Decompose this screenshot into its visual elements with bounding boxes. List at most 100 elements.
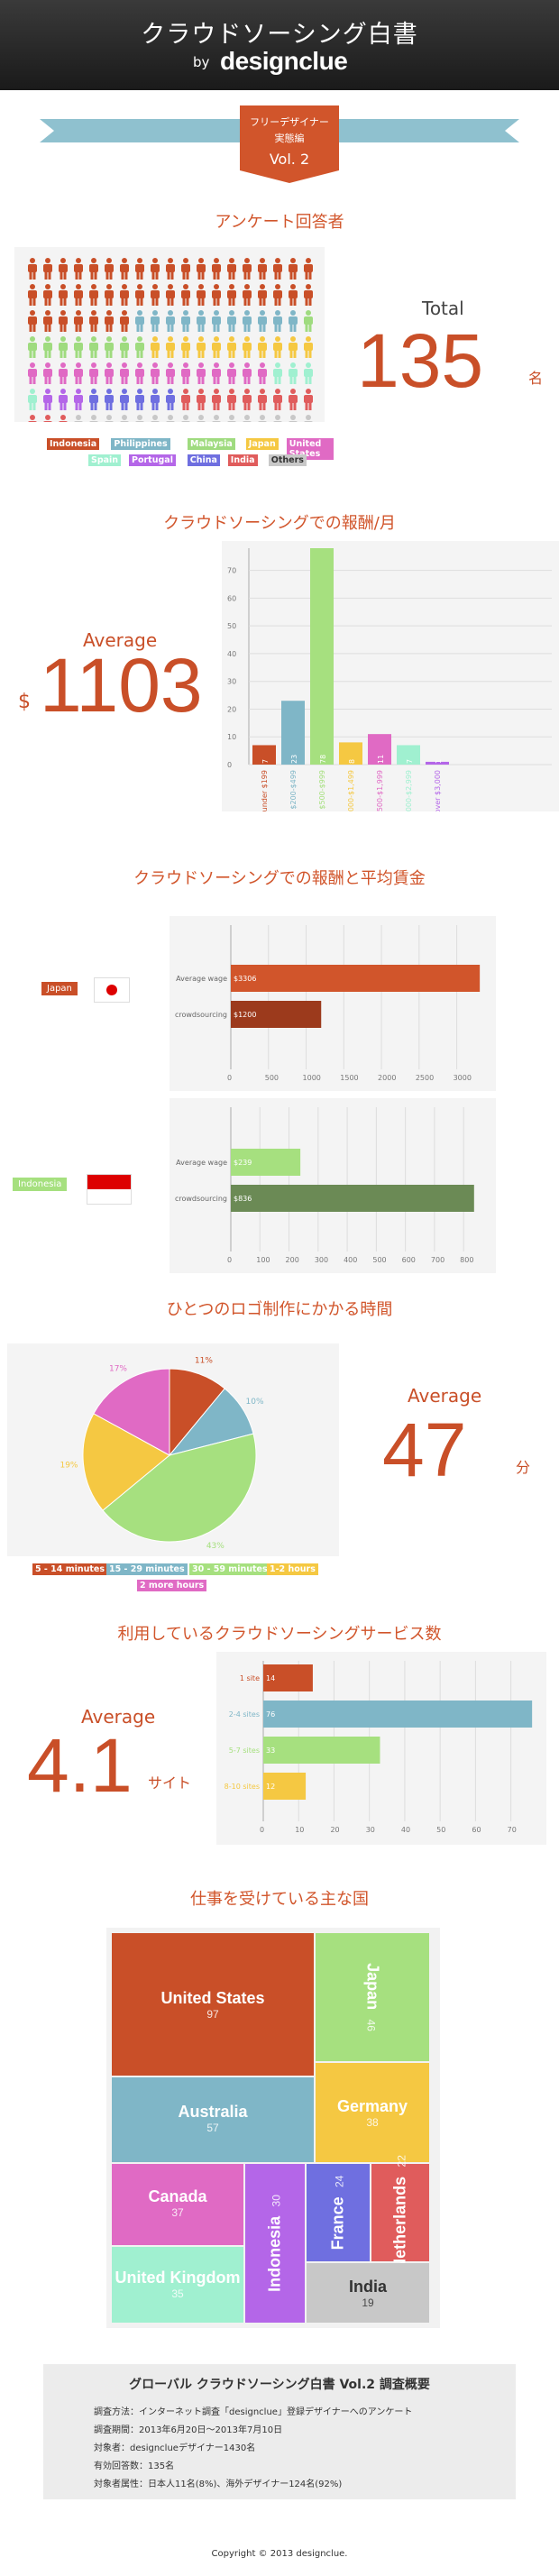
people-pictogram [28,258,313,463]
respondents-panel [14,247,325,463]
person-icon [135,310,144,332]
person-icon [304,389,313,410]
japan-flag [94,977,130,1003]
person-icon [243,389,252,410]
x-tick-label: $2,000-$2,999 [405,770,413,811]
tm-name-france: France [328,2196,347,2251]
person-icon [89,284,98,306]
tm-value-canada: 37 [171,2206,184,2219]
bar-value-label: 33 [266,1746,275,1755]
legend-philippines: Philippines [111,438,170,450]
person-icon [89,415,98,436]
x-tick-label: 500 [372,1256,386,1264]
bar-8-10-sites [263,1773,307,1800]
person-icon [166,336,175,358]
y-tick-label: 40 [227,650,236,658]
person-icon [43,310,52,332]
x-tick-label: $500-$999 [318,770,326,810]
category-label: 1 site [240,1674,260,1682]
person-icon [74,415,83,436]
person-icon [243,284,252,306]
bar-crowdsourcing [231,1001,322,1028]
services-chart-panel: 0 10 20 30 40 50 60 70 1 site 14 2-4 sites 76 5-7 si… [216,1652,546,1845]
total-value: 135 [357,318,484,403]
person-icon [212,284,221,306]
person-icon [212,258,221,280]
person-icon [105,362,114,384]
summary-title: グローバル クラウドソーシング白書 Vol.2 調査概要 [129,2378,430,2392]
x-tick-label: under $199 [261,770,269,811]
x-tick-label: 0 [227,1074,232,1082]
badge-vol: Vol. 2 [269,151,310,168]
treemap-cell-india: India 19 [307,2263,429,2323]
x-tick-label: 1000 [303,1074,321,1082]
person-icon [43,284,52,306]
logo-avg-label: Average [408,1385,482,1407]
bar-500-999 [310,548,334,765]
legend-japan: Japan [245,438,279,450]
bar-1-000-1-499 [339,742,362,765]
x-tick-label: 2500 [416,1074,434,1082]
treemap-cell-france: France 24 [307,2164,370,2261]
x-tick-label: 300 [315,1256,328,1264]
x-tick-label: 600 [402,1256,416,1264]
summary-line-attributes: 対象者属性：日本人11名(8%)、海外デザイナー124名(92%) [94,2480,343,2489]
bar-crowdsourcing [231,1185,474,1212]
bar-value-label: 12 [266,1783,275,1791]
person-icon [28,336,37,358]
person-icon [273,362,282,384]
treemap-cell-united-kingdom: United Kingdom 35 [112,2247,243,2323]
person-icon [135,389,144,410]
y-tick-label: 70 [227,567,236,575]
person-icon [289,415,298,436]
pie-label: 17% [109,1365,127,1374]
bar-value-label: $3306 [234,975,256,983]
person-icon [289,336,298,358]
respondents-title: アンケート回答者 [215,213,344,232]
person-icon [105,389,114,410]
person-icon [243,258,252,280]
person-icon [197,336,206,358]
person-icon [304,258,313,280]
tm-value-germany: 38 [366,2116,379,2129]
tm-name-india: India [348,2278,387,2296]
bar-value-label: 7 [406,759,414,764]
x-tick-label: $200-$499 [289,770,298,810]
treemap-cell-indonesia: Indonesia 30 [245,2164,305,2323]
person-icon [212,389,221,410]
person-icon [89,389,98,410]
person-icon [59,415,68,436]
person-icon [59,310,68,332]
x-tick-label: 400 [344,1256,357,1264]
y-tick-label: 60 [227,594,236,602]
treemap-cell-japan: Japan 46 [316,1933,429,2061]
pie-slice-1-2-hours [82,1413,170,1511]
person-icon [181,389,190,410]
copyright: Copyright © 2013 designclue. [211,2549,348,2559]
x-tick-label: 1500 [340,1074,358,1082]
tm-value-indonesia: 30 [270,2195,283,2207]
bar-average-wage [231,965,481,992]
person-icon [181,284,190,306]
legend-indonesia: Indonesia [47,438,100,450]
legend-30-59-minutes: 30 - 59 minutes [189,1563,270,1575]
person-icon [258,284,267,306]
x-tick-label: over $3,000 [434,770,442,811]
legend-15-29-minutes: 15 - 29 minutes [106,1563,188,1575]
x-tick-label: 0 [227,1256,232,1264]
services-title: 利用しているクラウドソーシングサービス数 [117,1625,442,1644]
bar-1-500-1-999 [368,734,391,765]
person-icon [227,389,236,410]
tm-name-indonesia: Indonesia [265,2215,284,2292]
x-tick-label: 500 [265,1074,279,1082]
currency-symbol: $ [18,691,31,713]
badge-line1: フリーデザイナー [250,116,329,128]
person-icon [151,389,160,410]
person-icon [227,336,236,358]
badge-line2: 実態編 [274,133,305,144]
page-title: クラウドソーシング白書 [141,21,418,49]
person-icon [181,415,190,436]
countries-treemap: United States 97 Japan 46 Australia 57 G… [106,1928,440,2328]
person-icon [197,389,206,410]
